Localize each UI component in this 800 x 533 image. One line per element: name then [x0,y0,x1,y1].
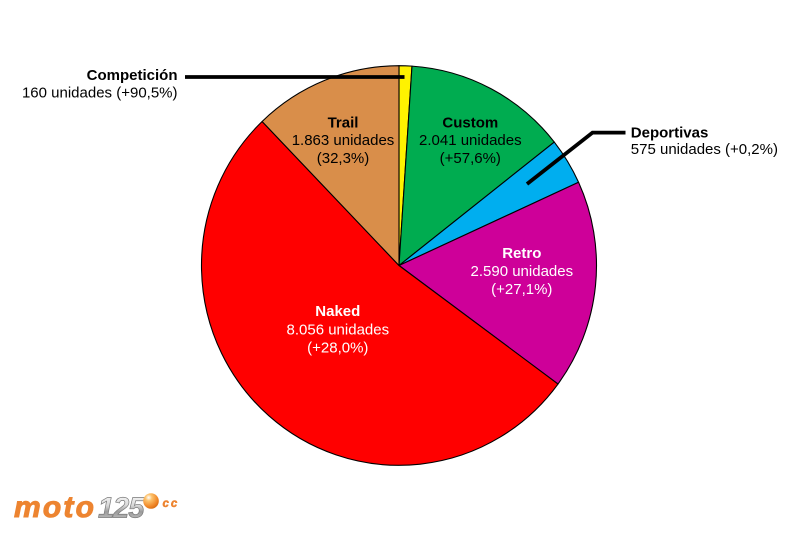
svg-text:Deportivas: Deportivas [631,124,709,141]
svg-text:8.056 unidades: 8.056 unidades [287,321,390,338]
svg-text:(+28,0%): (+28,0%) [307,339,368,356]
svg-text:1.863 unidades: 1.863 unidades [292,132,395,149]
svg-text:Competición: Competición [87,67,178,84]
svg-text:2.041 unidades: 2.041 unidades [419,132,522,149]
svg-text:Naked: Naked [315,303,360,320]
svg-text:2.590 unidades: 2.590 unidades [471,263,574,280]
svg-text:(+27,1%): (+27,1%) [491,281,552,298]
svg-text:(32,3%): (32,3%) [317,150,370,167]
svg-text:moto: moto [14,491,96,524]
svg-text:Trail: Trail [328,114,359,131]
svg-text:cc: cc [163,498,180,510]
svg-text:125: 125 [98,493,145,525]
svg-text:160 unidades (+90,5%): 160 unidades (+90,5%) [22,85,178,102]
svg-text:Retro: Retro [502,245,541,262]
svg-text:Custom: Custom [442,114,498,131]
svg-text:(+57,6%): (+57,6%) [440,150,501,167]
svg-text:575 unidades (+0,2%): 575 unidades (+0,2%) [631,141,778,158]
